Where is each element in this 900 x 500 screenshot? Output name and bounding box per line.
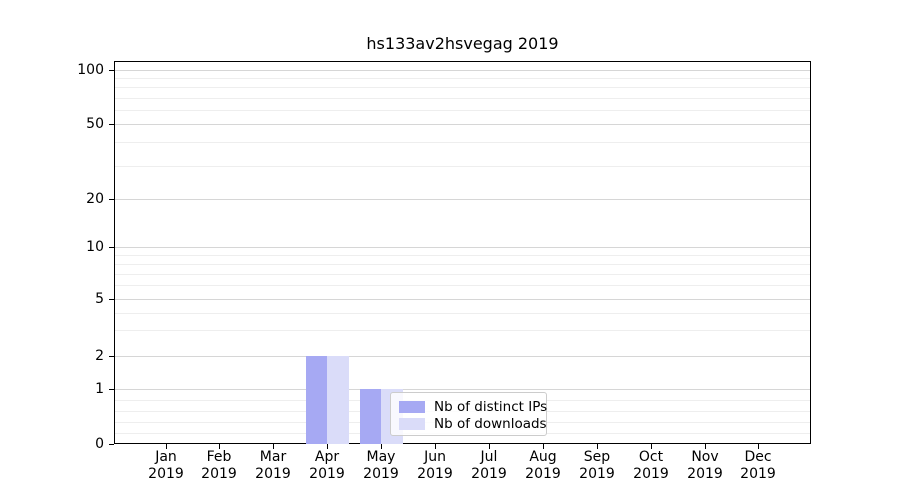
x-label-year: 2019 xyxy=(579,466,615,482)
x-label-year: 2019 xyxy=(471,466,507,482)
gridline-minor xyxy=(115,87,810,88)
x-axis-tick-label: Aug 2019 xyxy=(511,449,575,483)
gridline-minor xyxy=(115,313,810,314)
y-axis-tick xyxy=(109,124,114,125)
x-axis-tick-label: Jul 2019 xyxy=(457,449,521,483)
x-label-month: Apr xyxy=(314,449,340,465)
gridline-minor xyxy=(115,142,810,143)
legend-item-downloads: Nb of downloads xyxy=(399,415,547,432)
gridline-major xyxy=(115,70,810,71)
x-axis-tick xyxy=(219,444,220,449)
gridline-minor xyxy=(115,264,810,265)
gridline-minor xyxy=(115,330,810,331)
bar-distinct-ips xyxy=(360,389,382,444)
x-axis-tick xyxy=(327,444,328,449)
gridline-minor xyxy=(115,166,810,167)
x-axis-tick-label: Sep 2019 xyxy=(565,449,629,483)
gridline-minor xyxy=(115,98,810,99)
x-axis-tick-label: Feb 2019 xyxy=(187,449,251,483)
y-axis-tick xyxy=(109,299,114,300)
legend-label-downloads: Nb of downloads xyxy=(434,415,547,432)
gridline-minor xyxy=(115,255,810,256)
y-axis-tick xyxy=(109,356,114,357)
bar-distinct-ips xyxy=(306,356,328,444)
legend-swatch-downloads xyxy=(399,417,425,430)
y-axis-tick xyxy=(109,247,114,248)
legend-item-distinct-ips: Nb of distinct IPs xyxy=(399,398,547,415)
gridline-minor xyxy=(115,285,810,286)
gridline-major xyxy=(115,199,810,200)
plot-area xyxy=(114,61,811,444)
x-axis-tick-label: May 2019 xyxy=(349,449,413,483)
x-label-month: Jun xyxy=(424,449,446,465)
x-label-year: 2019 xyxy=(201,466,237,482)
x-label-year: 2019 xyxy=(687,466,723,482)
x-axis-tick xyxy=(597,444,598,449)
y-axis-tick-label: 1 xyxy=(95,381,104,397)
legend: Nb of distinct IPs Nb of downloads xyxy=(390,392,547,436)
x-axis-tick-label: Jun 2019 xyxy=(403,449,467,483)
x-label-year: 2019 xyxy=(309,466,345,482)
bar-downloads xyxy=(327,356,349,444)
x-label-year: 2019 xyxy=(417,466,453,482)
y-axis-tick xyxy=(109,70,114,71)
legend-swatch-distinct-ips xyxy=(399,400,425,413)
x-label-month: Jan xyxy=(155,449,177,465)
x-axis-tick-label: Oct 2019 xyxy=(619,449,683,483)
x-axis-tick xyxy=(489,444,490,449)
x-axis-tick xyxy=(435,444,436,449)
y-axis-tick-label: 2 xyxy=(95,348,104,364)
x-axis-tick-label: Dec 2019 xyxy=(726,449,790,483)
x-label-month: Feb xyxy=(206,449,232,465)
y-axis-tick xyxy=(109,444,114,445)
x-axis-tick xyxy=(273,444,274,449)
y-axis-tick-label: 50 xyxy=(86,116,104,132)
x-label-month: May xyxy=(366,449,396,465)
x-label-month: Nov xyxy=(691,449,719,465)
legend-label-distinct-ips: Nb of distinct IPs xyxy=(434,398,548,415)
gridline-major xyxy=(115,389,810,390)
y-axis-tick xyxy=(109,389,114,390)
x-label-month: Jul xyxy=(480,449,498,465)
x-axis-tick-label: Mar 2019 xyxy=(241,449,305,483)
x-label-month: Sep xyxy=(583,449,611,465)
x-axis-tick-label: Jan 2019 xyxy=(134,449,198,483)
gridline-minor xyxy=(115,110,810,111)
x-label-year: 2019 xyxy=(255,466,291,482)
gridline-major xyxy=(115,124,810,125)
y-axis-tick-label: 20 xyxy=(86,191,104,207)
x-axis-tick xyxy=(381,444,382,449)
y-axis-tick-label: 100 xyxy=(77,62,104,78)
x-axis-tick xyxy=(166,444,167,449)
x-axis-tick xyxy=(543,444,544,449)
y-axis-tick-label: 0 xyxy=(95,436,104,452)
x-label-month: Oct xyxy=(638,449,664,465)
x-axis-tick xyxy=(758,444,759,449)
x-label-year: 2019 xyxy=(525,466,561,482)
gridline-minor xyxy=(115,274,810,275)
x-label-year: 2019 xyxy=(363,466,399,482)
gridline-major xyxy=(115,247,810,248)
x-label-year: 2019 xyxy=(740,466,776,482)
x-label-month: Aug xyxy=(529,449,557,465)
x-label-month: Dec xyxy=(744,449,772,465)
x-axis-tick xyxy=(705,444,706,449)
chart-title: hs133av2hsvegag 2019 xyxy=(366,34,559,53)
x-axis-tick-label: Nov 2019 xyxy=(673,449,737,483)
y-axis-tick-label: 10 xyxy=(86,239,104,255)
x-label-year: 2019 xyxy=(633,466,669,482)
y-axis-tick xyxy=(109,199,114,200)
gridline-major xyxy=(115,299,810,300)
x-axis-tick xyxy=(651,444,652,449)
y-axis-tick-label: 5 xyxy=(95,291,104,307)
x-label-year: 2019 xyxy=(148,466,184,482)
gridline-major xyxy=(115,356,810,357)
x-label-month: Mar xyxy=(259,449,287,465)
x-axis-tick-label: Apr 2019 xyxy=(295,449,359,483)
gridline-minor xyxy=(115,78,810,79)
